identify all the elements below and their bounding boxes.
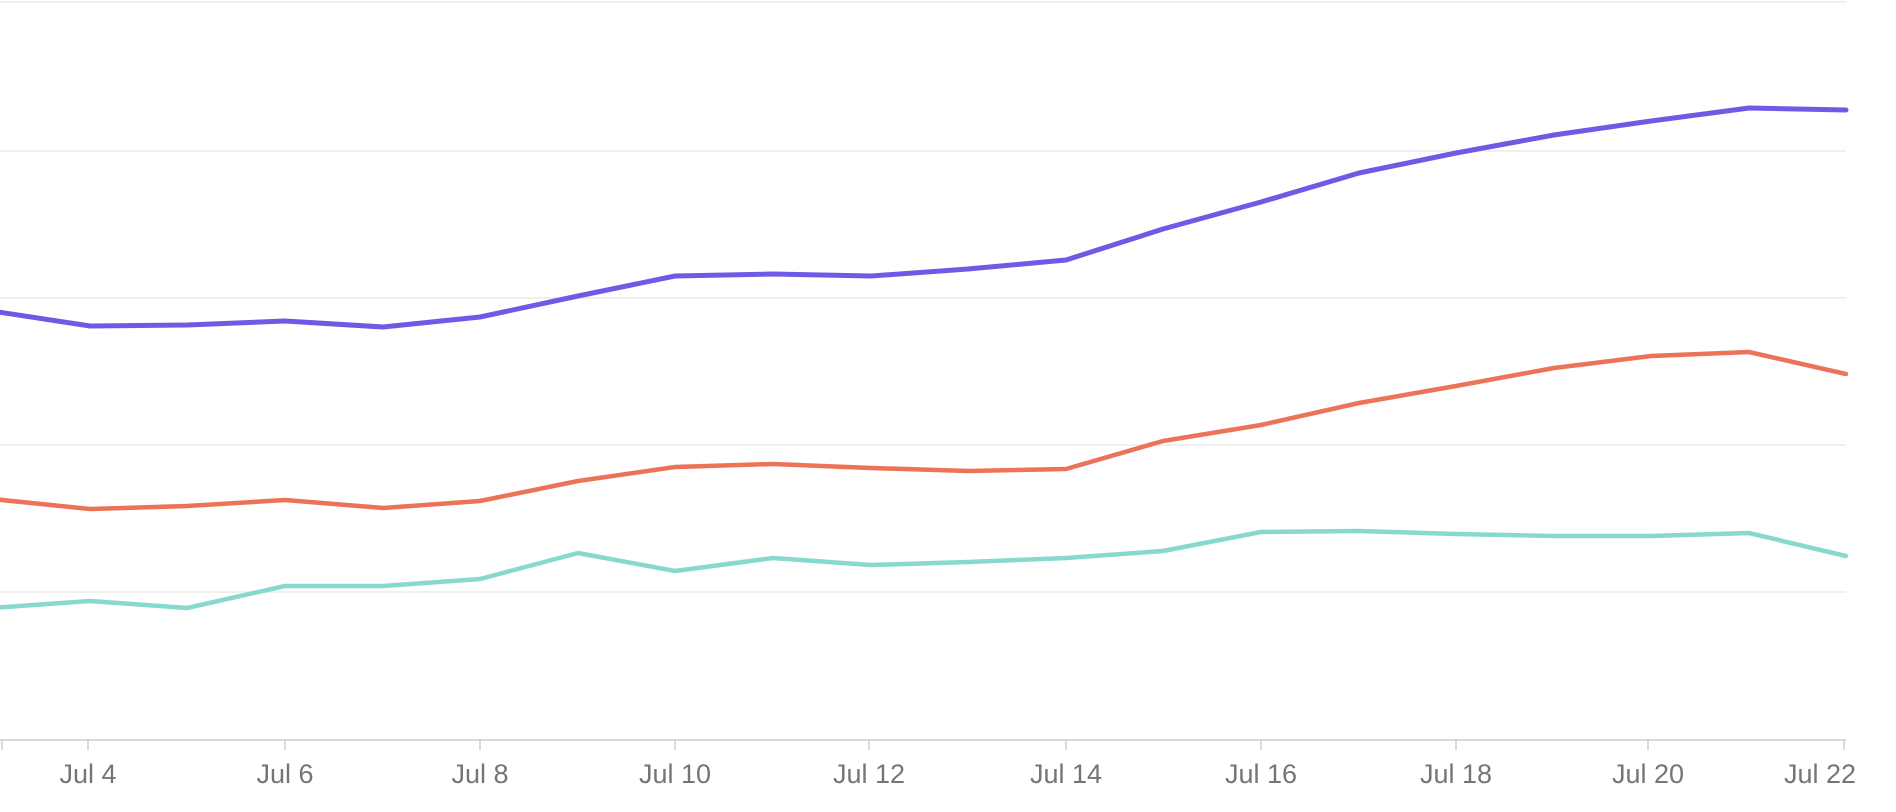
x-axis-tick-label: Jul 8 [451,759,508,789]
x-axis-tick-label: Jul 14 [1030,759,1102,789]
x-axis-tick-label: Jul 20 [1612,759,1684,789]
x-axis-tick-label: Jul 16 [1225,759,1297,789]
series-line-1[interactable] [0,105,1849,330]
x-axis-tick-label: Jul 6 [256,759,313,789]
series-line-3[interactable] [0,528,1849,611]
x-axis-tick-label: Jul 10 [639,759,711,789]
x-axis-tick-label: Jul 22 [1784,759,1856,789]
x-axis-tick-label: Jul 12 [833,759,905,789]
x-axis-tick-label: Jul 18 [1420,759,1492,789]
series-line-2[interactable] [0,349,1849,512]
x-axis-tick-label: Jul 4 [59,759,116,789]
